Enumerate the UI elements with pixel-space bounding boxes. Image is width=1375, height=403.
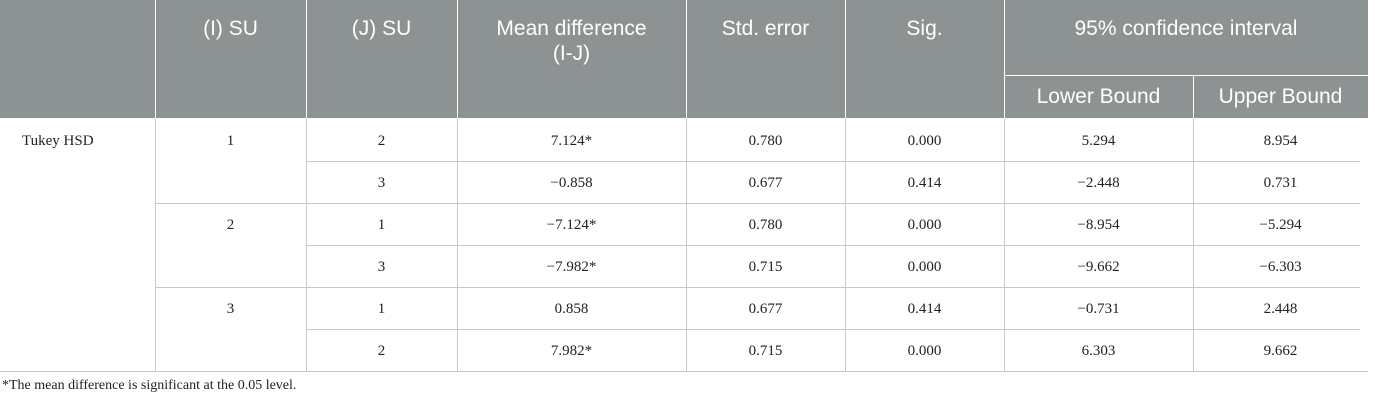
cell: 0.780 — [748, 217, 783, 233]
column-header: Sig. — [906, 17, 943, 40]
cell: 7.982* — [550, 343, 593, 359]
cell: 0.000 — [907, 133, 942, 149]
cell: 0.000 — [907, 217, 942, 233]
column-header: 95% confidence interval — [1074, 17, 1298, 40]
cell: 0.414 — [907, 175, 942, 191]
cell: 1 — [377, 217, 386, 233]
column-line — [686, 118, 687, 371]
cell: 8.954 — [1263, 133, 1298, 149]
cell: 0.000 — [907, 343, 942, 359]
cell: 9.662 — [1263, 343, 1298, 359]
cell: 0.677 — [748, 175, 783, 191]
cell: 2 — [377, 133, 386, 149]
cell: 0.715 — [748, 259, 783, 275]
cell: 3 — [377, 259, 386, 275]
cell: 0.715 — [748, 343, 783, 359]
cell: 5.294 — [1081, 133, 1116, 149]
cell: 3 — [377, 175, 386, 191]
row-line — [155, 203, 1360, 204]
cell: 0.780 — [748, 133, 783, 149]
group-label: 2 — [226, 217, 235, 233]
header-divider — [686, 0, 687, 118]
header-divider — [1004, 75, 1368, 76]
cell: 0.414 — [907, 301, 942, 317]
subcolumn-header: Upper Bound — [1218, 85, 1343, 108]
column-line — [845, 118, 846, 371]
cell: 2.448 — [1263, 301, 1298, 317]
cell: 0.858 — [554, 301, 589, 317]
column-header: Std. error — [721, 17, 810, 40]
header-divider — [1004, 0, 1005, 118]
footnote: *The mean difference is significant at t… — [2, 378, 297, 393]
column-line — [457, 118, 458, 371]
cell: 2 — [377, 343, 386, 359]
column-line — [1193, 118, 1194, 371]
cell: −0.858 — [550, 175, 593, 191]
cell: −7.982* — [546, 259, 597, 275]
cell: 0.677 — [748, 301, 783, 317]
column-header: Mean difference (I-J) — [496, 17, 647, 65]
group-label: 3 — [226, 301, 235, 317]
header-background — [0, 0, 1368, 118]
cell: 0.000 — [907, 259, 942, 275]
row-line — [306, 245, 1360, 246]
column-line — [306, 118, 307, 371]
cell: −0.731 — [1077, 301, 1120, 317]
cell: −2.448 — [1077, 175, 1120, 191]
header-divider — [155, 0, 156, 118]
group-label: 1 — [226, 133, 235, 149]
header-divider — [457, 0, 458, 118]
cell: −7.124* — [546, 217, 597, 233]
cell: −9.662 — [1077, 259, 1120, 275]
cell: 1 — [377, 301, 386, 317]
header-divider — [1193, 75, 1194, 118]
cell: −8.954 — [1077, 217, 1120, 233]
cell: 0.731 — [1263, 175, 1298, 191]
column-line — [1004, 118, 1005, 371]
row-line — [306, 329, 1360, 330]
subcolumn-header: Lower Bound — [1036, 85, 1161, 108]
cell: 7.124* — [550, 133, 593, 149]
cell: −5.294 — [1259, 217, 1302, 233]
header-divider — [306, 0, 307, 118]
header-divider — [845, 0, 846, 118]
cell: −6.303 — [1259, 259, 1302, 275]
row-line — [306, 161, 1360, 162]
row-line — [0, 371, 1368, 372]
method-label: Tukey HSD — [22, 133, 94, 149]
column-header: (J) SU — [351, 17, 412, 40]
column-line — [155, 118, 156, 371]
column-header: (I) SU — [203, 17, 258, 40]
row-line — [155, 287, 1360, 288]
cell: 6.303 — [1081, 343, 1116, 359]
